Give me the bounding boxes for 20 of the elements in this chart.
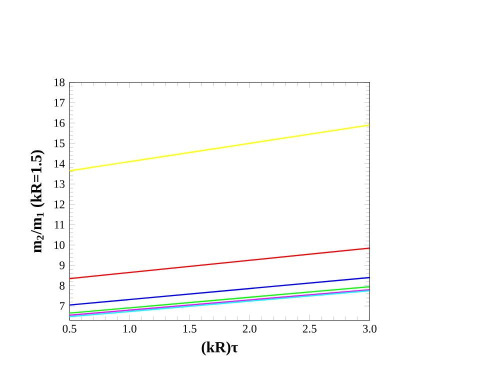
y-tick-label: 7	[60, 302, 65, 310]
y-axis-title: m$_{2}$/m$_{1}$ (kR=1.5)	[30, 150, 45, 253]
x-tick-label: 3.0	[363, 324, 376, 333]
y-tick-label: 17	[54, 99, 65, 107]
y-tick-label: 16	[54, 119, 65, 128]
x-tick-label: 1.5	[183, 324, 196, 333]
y-tick-label: 11	[54, 221, 64, 229]
x-tick-label: 0.5	[62, 324, 76, 333]
x-axis-title: (kR)τ	[202, 342, 238, 356]
y-tick-label: 12	[54, 200, 64, 208]
y-tick-label: 9	[60, 262, 65, 270]
x-tick-label: 2.0	[242, 324, 256, 333]
y-tick-label: 13	[54, 180, 65, 188]
y-tick-label: 10	[54, 241, 65, 250]
y-tick-label: 18	[54, 78, 65, 86]
y-tick-label: 15	[54, 140, 65, 148]
y-tick-label: 14	[54, 160, 65, 168]
x-tick-label: 2.5	[302, 324, 316, 333]
x-tick-label: 1.0	[123, 324, 136, 333]
y-tick-label: 8	[60, 282, 65, 290]
